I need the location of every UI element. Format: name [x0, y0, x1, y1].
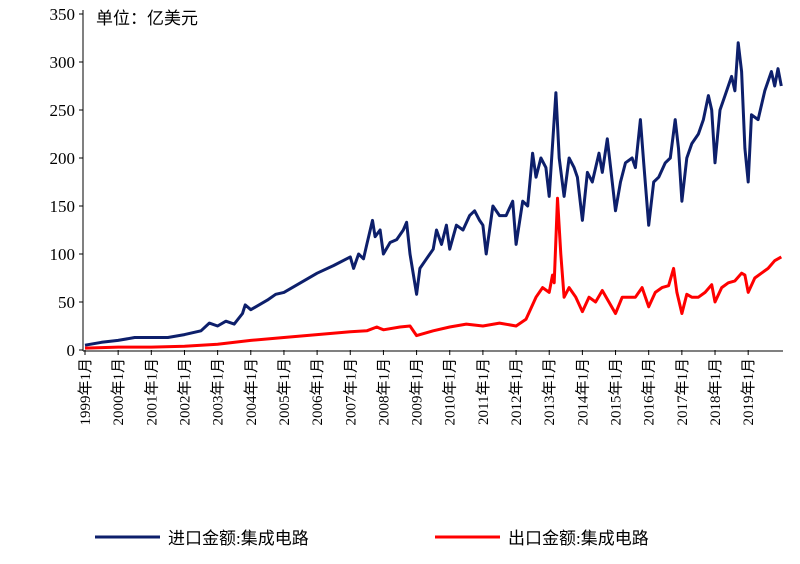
x-tick-label: 2003年1月 — [210, 358, 227, 426]
x-tick-label: 2012年1月 — [508, 358, 525, 426]
x-tick-label: 2016年1月 — [641, 358, 658, 426]
x-tick-label: 2004年1月 — [243, 358, 260, 426]
x-tick-label: 2000年1月 — [110, 358, 127, 426]
x-tick-label: 2008年1月 — [375, 358, 392, 426]
x-tick-label: 1999年1月 — [77, 358, 94, 426]
legend-label: 出口金额:集成电路 — [508, 529, 649, 548]
x-tick-label: 2010年1月 — [442, 358, 459, 426]
x-tick-label: 2002年1月 — [176, 358, 193, 426]
y-tick-label: 250 — [50, 101, 76, 120]
x-tick-label: 2018年1月 — [707, 358, 724, 426]
y-tick-label: 100 — [50, 245, 76, 264]
x-tick-label: 2019年1月 — [740, 358, 757, 426]
x-tick-label: 2001年1月 — [143, 358, 160, 426]
x-tick-label: 2005年1月 — [276, 358, 293, 426]
y-tick-label: 0 — [67, 341, 76, 360]
y-tick-label: 200 — [50, 149, 76, 168]
x-tick-label: 2009年1月 — [409, 358, 426, 426]
y-tick-label: 300 — [50, 53, 76, 72]
series-line — [84, 196, 783, 350]
x-tick-label: 2017年1月 — [674, 358, 691, 426]
x-tick-label: 2011年1月 — [475, 358, 492, 425]
unit-annotation: 单位：亿美元 — [96, 9, 198, 28]
y-tick-label: 150 — [50, 197, 76, 216]
x-tick-label: 2007年1月 — [342, 358, 359, 426]
x-tick-label: 2013年1月 — [541, 358, 558, 426]
x-tick-label: 2006年1月 — [309, 358, 326, 426]
x-tick-label: 2014年1月 — [574, 358, 591, 426]
x-tick-label: 2015年1月 — [608, 358, 625, 426]
y-tick-label: 50 — [58, 293, 75, 312]
y-tick-label: 350 — [50, 5, 76, 24]
legend-label: 进口金额:集成电路 — [168, 529, 309, 548]
series-line — [84, 41, 783, 347]
